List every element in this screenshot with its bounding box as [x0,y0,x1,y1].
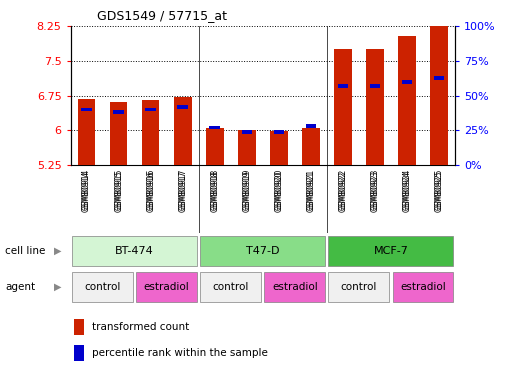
Text: GSM80920: GSM80920 [275,170,283,212]
Bar [72,236,197,266]
Text: estradiol: estradiol [400,282,446,292]
Text: GSM80922: GSM80922 [338,168,347,210]
Text: GSM80925: GSM80925 [435,168,444,210]
Bar [200,272,261,302]
Bar [366,49,384,165]
Text: GSM80925: GSM80925 [435,170,444,212]
Bar [402,80,412,84]
Text: control: control [340,282,377,292]
Bar [110,102,128,165]
Text: BT-474: BT-474 [115,246,154,256]
Bar [430,10,448,165]
Bar [137,272,197,302]
Text: agent: agent [5,282,36,292]
Text: estradiol: estradiol [144,282,189,292]
Text: GSM80921: GSM80921 [306,170,315,211]
Bar [302,128,320,165]
Bar [174,96,191,165]
Text: GSM80915: GSM80915 [114,170,123,212]
Bar [82,108,92,111]
Bar [145,108,156,111]
Text: GSM80918: GSM80918 [210,168,219,210]
Text: GSM80919: GSM80919 [242,170,251,212]
Text: estradiol: estradiol [272,282,317,292]
Text: GSM80924: GSM80924 [403,168,412,210]
Text: ▶: ▶ [54,246,61,256]
Bar [242,130,252,134]
Bar [328,272,389,302]
Text: GSM80916: GSM80916 [146,168,155,210]
Bar [338,84,348,88]
Text: control: control [84,282,121,292]
Text: GDS1549 / 57715_at: GDS1549 / 57715_at [97,9,227,22]
Text: ▶: ▶ [54,282,61,292]
Text: transformed count: transformed count [92,322,189,332]
Text: cell line: cell line [5,246,46,256]
Text: GSM80922: GSM80922 [338,170,347,211]
Bar [305,124,316,128]
Bar [238,130,256,165]
Bar [78,99,95,165]
Bar [370,84,380,88]
Bar [74,319,84,335]
Bar [334,49,351,165]
Bar [113,110,124,114]
Text: GSM80923: GSM80923 [370,168,379,210]
Bar [274,130,284,134]
Bar [393,272,453,302]
Bar [72,272,133,302]
Text: GSM80920: GSM80920 [275,168,283,210]
Text: GSM80918: GSM80918 [210,170,219,211]
Bar [200,236,325,266]
Text: GSM80914: GSM80914 [82,170,91,212]
Text: GSM80916: GSM80916 [146,170,155,212]
Bar [210,126,220,129]
Bar [270,131,288,165]
Bar [328,236,453,266]
Text: GSM80923: GSM80923 [370,170,379,212]
Text: GSM80914: GSM80914 [82,168,91,210]
Text: MCF-7: MCF-7 [373,246,408,256]
Bar [177,105,188,109]
Bar [74,345,84,361]
Text: GSM80919: GSM80919 [242,168,251,210]
Bar [434,76,444,80]
Text: T47-D: T47-D [246,246,280,256]
Text: control: control [212,282,249,292]
Bar [398,36,416,165]
Bar [206,128,223,165]
Text: GSM80921: GSM80921 [306,168,315,210]
Text: GSM80924: GSM80924 [403,170,412,212]
Text: GSM80915: GSM80915 [114,168,123,210]
Text: percentile rank within the sample: percentile rank within the sample [92,348,268,358]
Text: GSM80917: GSM80917 [178,168,187,210]
Bar [142,100,160,165]
Text: GSM80917: GSM80917 [178,170,187,212]
Bar [265,272,325,302]
